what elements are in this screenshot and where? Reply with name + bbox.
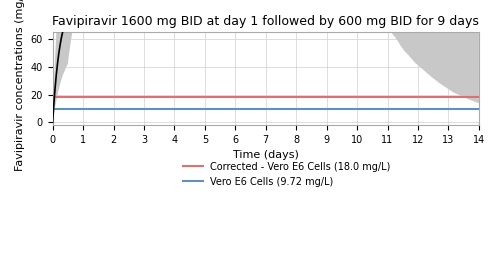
Title: Favipiravir 1600 mg BID at day 1 followed by 600 mg BID for 9 days: Favipiravir 1600 mg BID at day 1 followe…: [52, 15, 479, 28]
X-axis label: Time (days): Time (days): [233, 150, 298, 160]
Y-axis label: Favipiravir concentrations (mg/L): Favipiravir concentrations (mg/L): [15, 0, 25, 171]
Legend: Corrected - Vero E6 Cells (18.0 mg/L), Vero E6 Cells (9.72 mg/L): Corrected - Vero E6 Cells (18.0 mg/L), V…: [180, 158, 395, 191]
